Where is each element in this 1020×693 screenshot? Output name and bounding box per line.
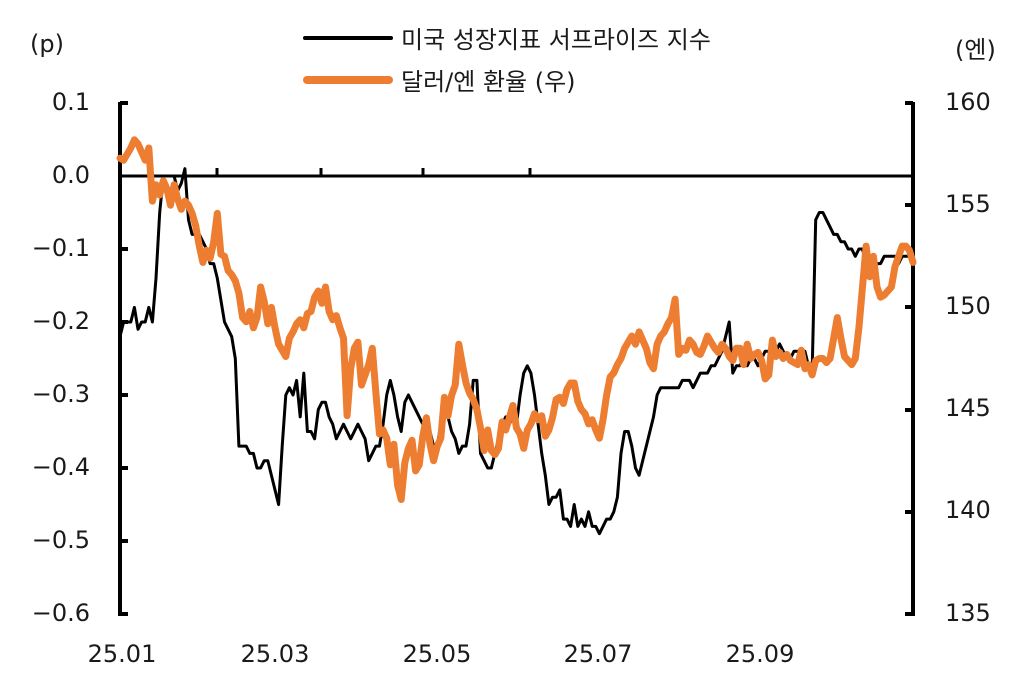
left-tick-label: −0.6 — [31, 599, 90, 627]
x-tick-label: 25.07 — [563, 640, 633, 668]
left-tick-label: −0.1 — [31, 234, 90, 262]
legend-swatch-black-line — [303, 35, 393, 40]
usdjpy-line — [116, 136, 917, 503]
right-tick-label: 155 — [945, 190, 991, 218]
x-tick-label: 25.01 — [87, 640, 157, 668]
right-axis — [905, 101, 915, 616]
left-tick-label: −0.2 — [31, 307, 90, 335]
right-tick-label: 160 — [945, 88, 991, 116]
left-tick-label: 0.1 — [51, 88, 90, 116]
legend-swatch-orange-line — [303, 75, 393, 84]
legend-label-surprise-index: 미국 성장지표 서프라이즈 지수 — [401, 26, 711, 54]
legend-item-surprise-index: 미국 성장지표 서프라이즈 지수 — [303, 20, 711, 55]
left-axis-unit: (p) — [30, 30, 64, 58]
left-tick-label: −0.5 — [31, 526, 90, 554]
legend-label-usdjpy: 달러/엔 환율 (우) — [401, 68, 576, 96]
right-tick-label: 140 — [945, 496, 991, 524]
legend-item-usdjpy: 달러/엔 환율 (우) — [303, 62, 576, 97]
left-tick-label: −0.4 — [31, 453, 90, 481]
x-tick-label: 25.09 — [725, 640, 795, 668]
x-tick-label: 25.05 — [402, 640, 472, 668]
surprise-index-line — [118, 167, 913, 536]
x-tick-label: 25.03 — [240, 640, 310, 668]
right-tick-label: 145 — [945, 394, 991, 422]
left-axis — [118, 101, 128, 616]
left-tick-label: −0.3 — [31, 380, 90, 408]
zero-baseline — [120, 168, 913, 178]
left-tick-label: 0.0 — [51, 161, 90, 189]
right-tick-label: 150 — [945, 292, 991, 320]
right-tick-label: 135 — [945, 599, 991, 627]
right-axis-unit: (엔) — [955, 36, 996, 64]
